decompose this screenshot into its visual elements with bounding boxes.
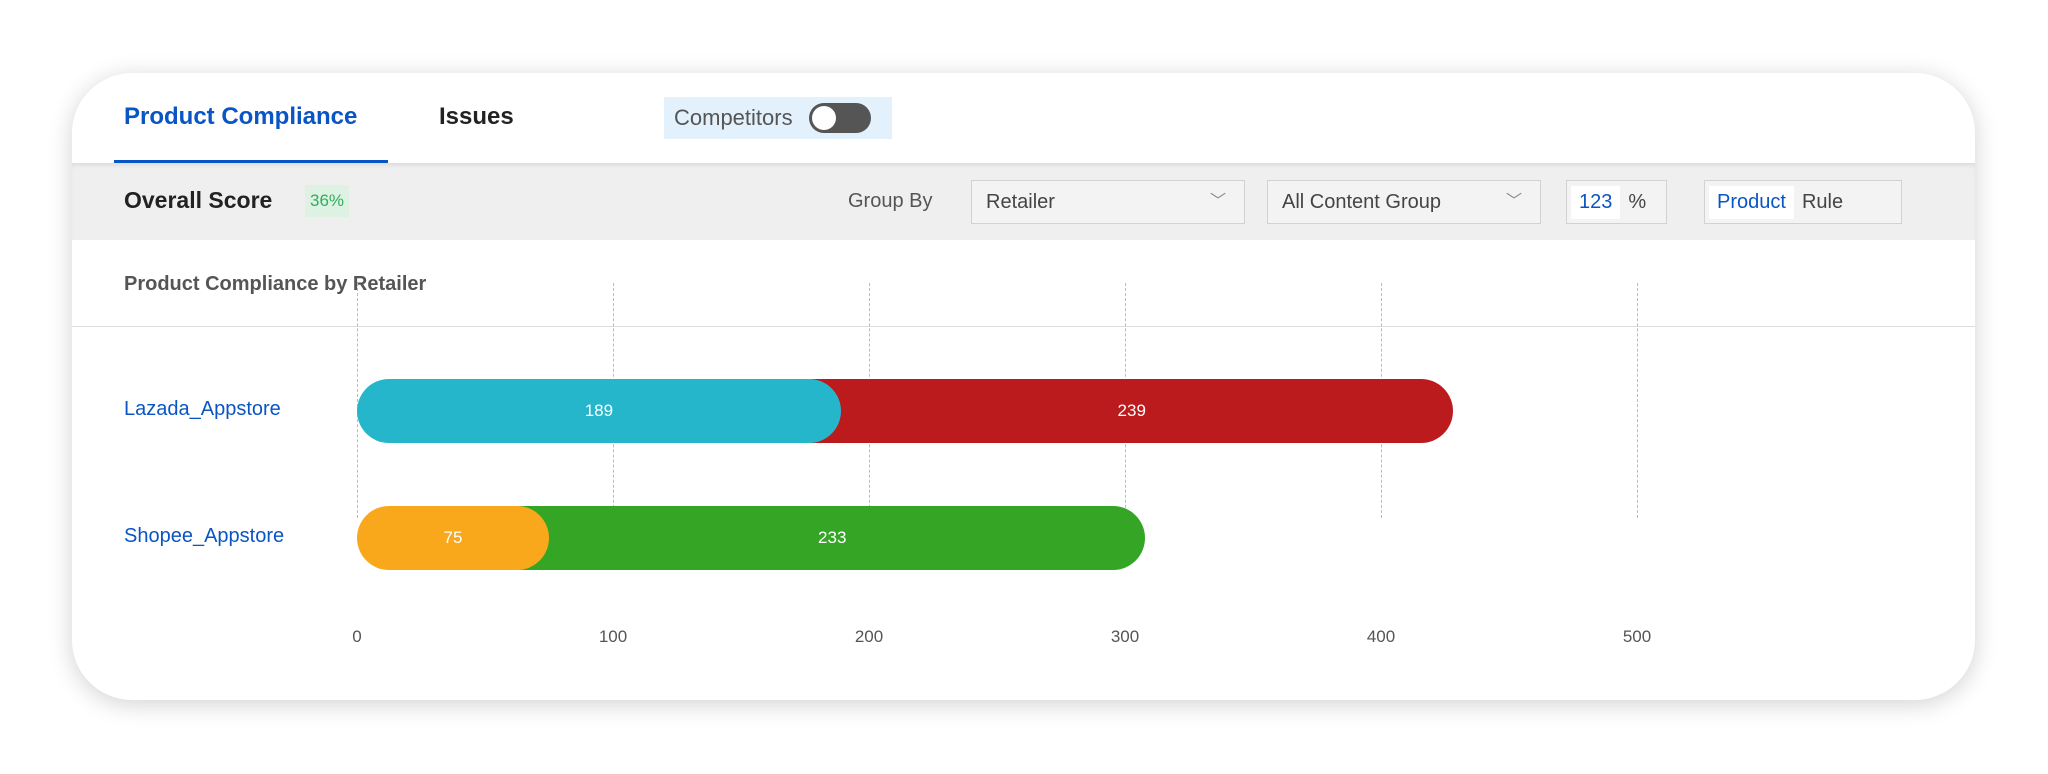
content-group-select[interactable]: All Content Group ﹀ xyxy=(1267,180,1541,224)
product-mode-button[interactable]: Product xyxy=(1709,185,1794,219)
active-tab-indicator xyxy=(114,160,388,163)
gridline xyxy=(1637,283,1638,518)
x-tick-label: 0 xyxy=(352,627,362,646)
bar-segment[interactable]: 75 xyxy=(357,506,549,570)
toggle-knob xyxy=(811,106,836,130)
chart-title: Product Compliance by Retailer xyxy=(124,273,427,295)
bar-value-label: 189 xyxy=(584,401,614,420)
bar-value-label: 233 xyxy=(818,528,847,547)
rule-mode-button[interactable]: Rule xyxy=(1801,190,1844,213)
competitors-toggle-group: Competitors xyxy=(664,97,892,139)
number-mode-button[interactable]: 123 xyxy=(1571,185,1621,219)
chevron-down-icon: ﹀ xyxy=(1505,193,1522,210)
overall-score-badge: 36% xyxy=(305,185,350,217)
x-tick-label: 400 xyxy=(1366,627,1396,646)
chevron-down-icon: ﹀ xyxy=(1209,193,1226,210)
competitors-toggle[interactable] xyxy=(808,103,871,133)
bar-segment[interactable]: 233 xyxy=(519,506,1146,570)
bar-value-label: 75 xyxy=(443,528,463,547)
bar-segment[interactable]: 189 xyxy=(357,379,841,443)
overall-score-label: Overall Score xyxy=(124,187,273,213)
tab-issues[interactable]: Issues xyxy=(439,103,514,130)
divider xyxy=(72,326,1975,327)
x-tick-label: 300 xyxy=(1110,627,1140,646)
bar-value-label: 239 xyxy=(1117,401,1146,420)
score-toolbar: Overall Score 36% Group By Retailer ﹀ All… xyxy=(72,163,1975,240)
competitors-label: Competitors xyxy=(674,105,793,130)
compliance-card: Product Compliance Issues Competitors Ov… xyxy=(72,73,1975,700)
category-label[interactable]: Shopee_Appstore xyxy=(124,525,285,547)
x-tick-label: 100 xyxy=(598,627,628,646)
value-mode-toggle: 123 % xyxy=(1566,180,1667,224)
tab-bar: Product Compliance Issues Competitors xyxy=(72,73,1975,163)
tab-product-compliance[interactable]: Product Compliance xyxy=(124,103,358,130)
percent-mode-button[interactable]: % xyxy=(1628,190,1647,213)
group-by-label: Group By xyxy=(848,190,933,212)
content-group-value: All Content Group xyxy=(1282,191,1441,213)
x-tick-label: 500 xyxy=(1622,627,1652,646)
group-by-value: Retailer xyxy=(986,191,1055,213)
bar-segment[interactable]: 239 xyxy=(810,379,1453,443)
category-label[interactable]: Lazada_Appstore xyxy=(124,398,281,420)
x-tick-label: 200 xyxy=(854,627,884,646)
view-mode-toggle: Product Rule xyxy=(1704,180,1902,224)
group-by-select[interactable]: Retailer ﹀ xyxy=(971,180,1245,224)
